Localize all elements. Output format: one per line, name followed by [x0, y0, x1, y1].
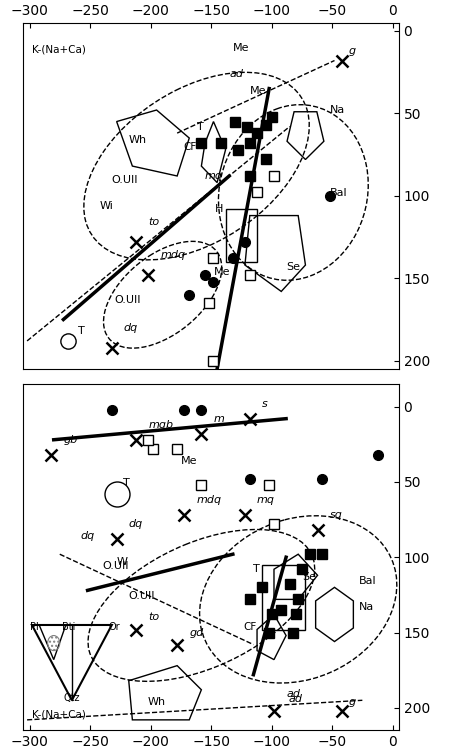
Text: dq: dq: [129, 519, 143, 529]
Text: mdq: mdq: [160, 251, 185, 261]
Text: Me: Me: [250, 86, 266, 96]
Text: Se: Se: [302, 572, 316, 582]
Text: mgb: mgb: [148, 419, 173, 430]
Text: Me: Me: [181, 456, 197, 466]
Text: CF: CF: [244, 621, 257, 632]
Text: Wi: Wi: [100, 201, 113, 211]
Text: Na: Na: [330, 105, 345, 115]
Text: Pl: Pl: [30, 622, 38, 632]
Text: Na: Na: [359, 602, 374, 612]
Text: O.UII: O.UII: [102, 561, 129, 572]
Text: T: T: [78, 326, 85, 337]
Text: gb: gb: [63, 434, 78, 445]
Text: g: g: [349, 697, 356, 707]
Text: W: W: [117, 556, 128, 567]
Text: g: g: [349, 46, 356, 56]
Text: Se: Se: [286, 262, 300, 272]
Text: mdq: mdq: [197, 495, 222, 505]
Text: Or: Or: [108, 622, 120, 632]
Text: Me: Me: [233, 43, 250, 53]
Text: Wh: Wh: [148, 697, 166, 707]
Text: ad: ad: [286, 689, 300, 700]
Text: s: s: [262, 398, 268, 409]
Text: mq: mq: [205, 171, 223, 181]
Text: Bti: Bti: [61, 622, 75, 632]
Text: CF: CF: [183, 142, 197, 151]
Text: Bal: Bal: [359, 576, 376, 587]
Text: Qtz: Qtz: [64, 694, 80, 703]
Text: Bal: Bal: [330, 187, 347, 198]
Text: K-(Na+Ca): K-(Na+Ca): [32, 44, 86, 54]
Text: Wh: Wh: [129, 135, 147, 145]
Text: T: T: [123, 478, 129, 489]
Text: K-(Na+Ca): K-(Na+Ca): [32, 710, 86, 720]
Text: sq: sq: [330, 510, 342, 520]
Text: O.UII: O.UII: [112, 175, 138, 184]
Text: T: T: [197, 122, 203, 132]
Text: m: m: [213, 413, 224, 424]
Text: Me: Me: [213, 267, 230, 277]
Text: to: to: [148, 612, 159, 623]
Text: ad: ad: [229, 69, 243, 79]
Text: dq: dq: [80, 531, 95, 541]
Text: ad: ad: [288, 694, 303, 704]
Text: dq: dq: [124, 323, 138, 333]
Text: O.UII: O.UII: [114, 295, 141, 305]
Text: gd: gd: [189, 627, 204, 638]
Text: mq: mq: [257, 495, 275, 505]
Text: O.UII: O.UII: [129, 591, 155, 602]
Text: H: H: [215, 204, 223, 215]
Text: to: to: [148, 218, 159, 227]
Text: T: T: [253, 564, 259, 575]
